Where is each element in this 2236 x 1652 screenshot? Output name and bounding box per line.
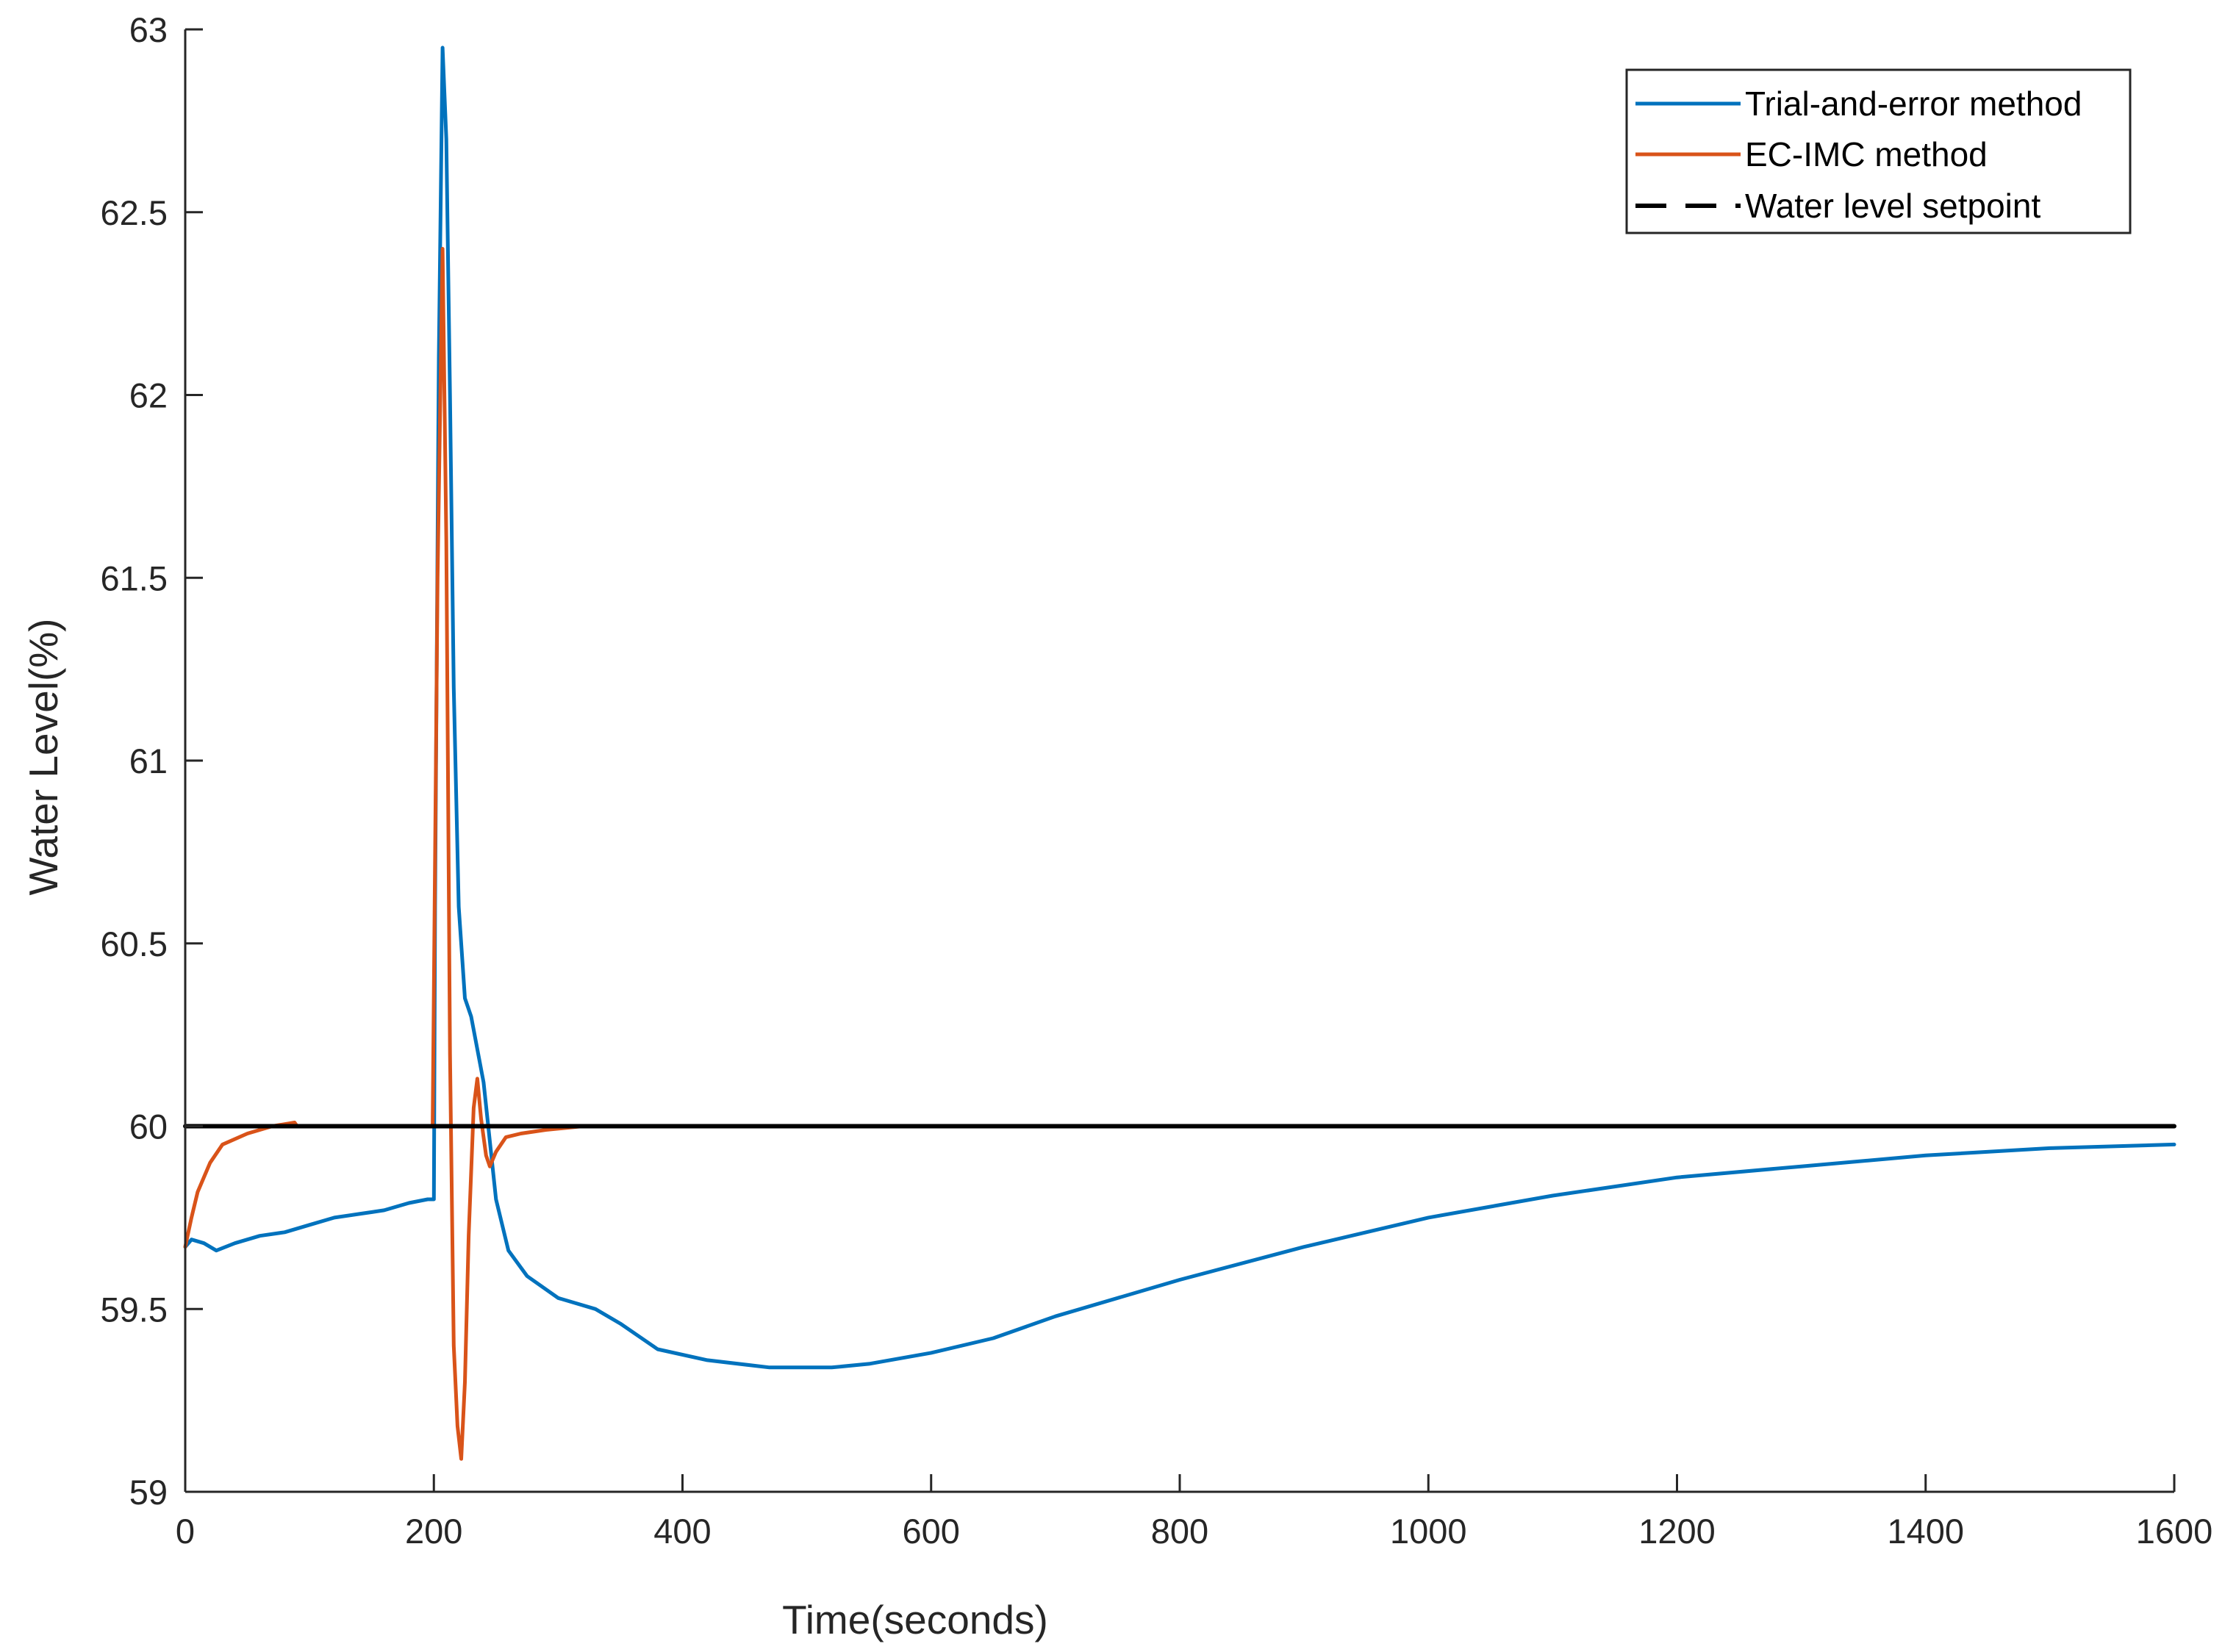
- axes: [184, 29, 2174, 1493]
- y-tick-label: 63: [129, 10, 168, 49]
- x-tick-label: 200: [405, 1512, 462, 1551]
- y-tick-label: 62.5: [101, 193, 168, 232]
- x-tick-label: 400: [653, 1512, 711, 1551]
- y-tick-label: 60.5: [101, 924, 168, 963]
- x-tick-label: 1000: [1390, 1512, 1467, 1551]
- x-axis-label: Time(seconds): [782, 1597, 1048, 1642]
- y-tick-label: 61: [129, 741, 168, 780]
- y-axis-label: Water Level(%): [21, 619, 66, 896]
- series-line-trial-and-error-method: [183, 46, 2176, 1370]
- x-tick-label: 0: [176, 1512, 195, 1551]
- legend-label-ec-imc: EC-IMC method: [1745, 135, 1988, 173]
- legend-label-setpoint: Water level setpoint: [1745, 187, 2040, 225]
- y-tick-label: 62: [129, 376, 168, 415]
- x-tick-label: 1200: [1638, 1512, 1716, 1551]
- x-tick-label: 1400: [1887, 1512, 1964, 1551]
- y-tick-label: 61.5: [101, 559, 168, 597]
- series-layer: [183, 46, 2176, 1461]
- y-tick-label: 60: [129, 1107, 168, 1146]
- series-line-ec-imc-method: [183, 247, 2176, 1461]
- x-tick-label: 800: [1151, 1512, 1208, 1551]
- legend: Trial-and-error method EC-IMC method Wat…: [1625, 68, 2132, 234]
- x-tick-label: 1600: [2136, 1512, 2213, 1551]
- y-tick-label: 59: [129, 1473, 168, 1512]
- legend-label-trial-and-error: Trial-and-error method: [1745, 85, 2082, 123]
- y-tick-label: 59.5: [101, 1290, 168, 1329]
- ticks: 0 200 400 600 800 1000 1200 1400 1600 59 59.5 60 60.…: [101, 10, 2213, 1551]
- x-tick-label: 600: [903, 1512, 960, 1551]
